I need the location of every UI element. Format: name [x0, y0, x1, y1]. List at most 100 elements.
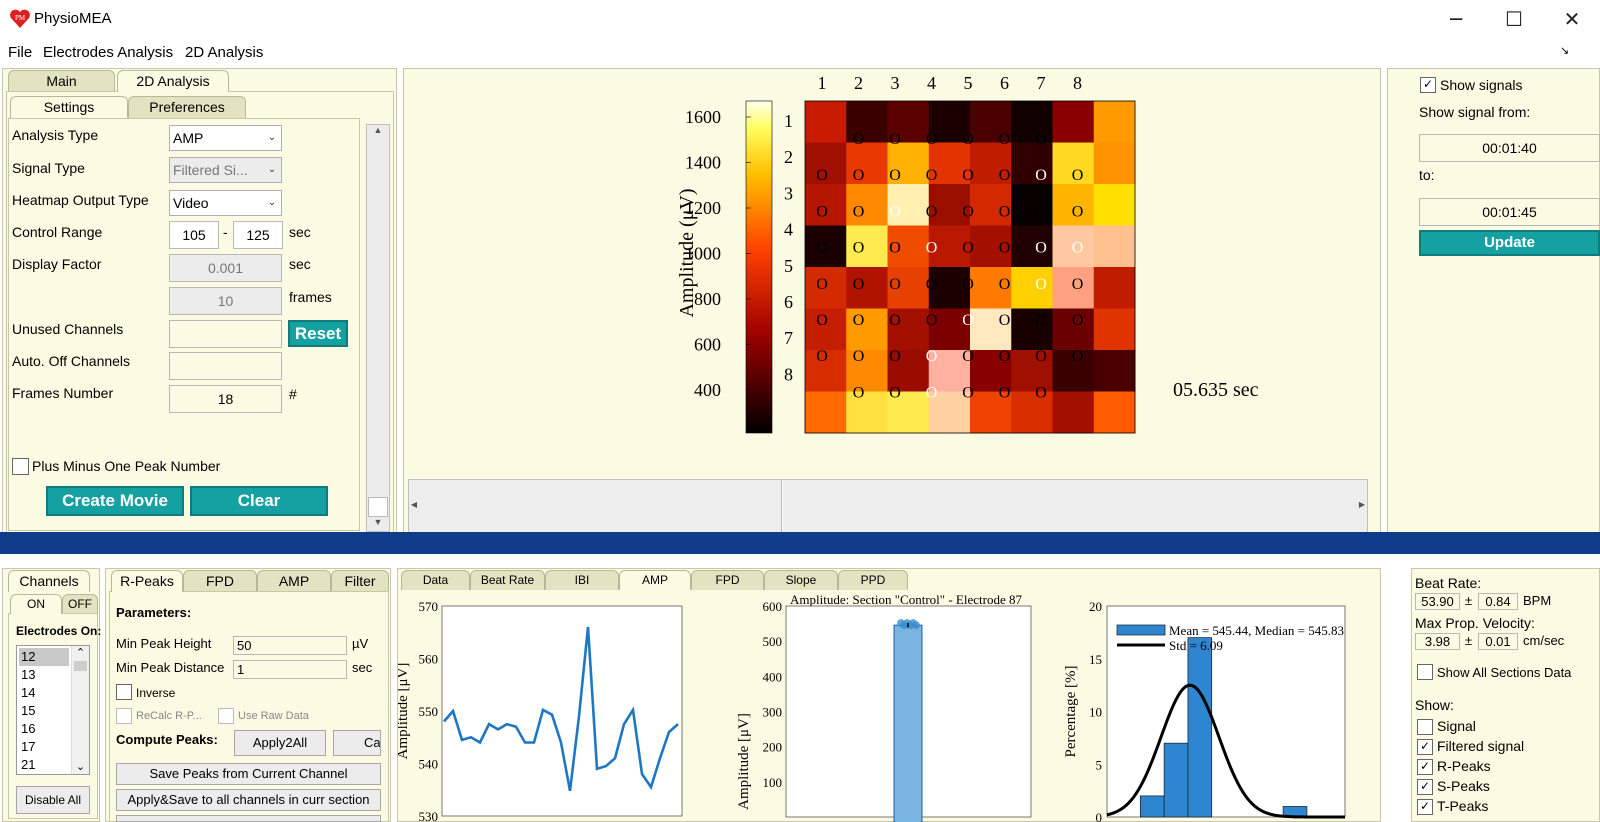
menu-file[interactable]: File: [8, 44, 33, 61]
heatmap-cell: [805, 308, 847, 351]
tab-filter[interactable]: Filter: [331, 570, 389, 592]
electrode-marker: O: [999, 203, 1011, 220]
settings-scrollbar[interactable]: ▲ ▼: [366, 124, 390, 532]
electrode-marker: O: [1072, 276, 1084, 293]
chevron-down-icon[interactable]: ⌄: [75, 761, 86, 773]
show-all-checkbox[interactable]: [1417, 664, 1433, 680]
electrode-list-item[interactable]: 13: [21, 667, 36, 682]
heatmap-cell: [846, 308, 888, 351]
column-label: 1: [818, 73, 827, 93]
electrode-marker: O: [1035, 240, 1047, 257]
min-peak-distance-field[interactable]: 1: [233, 660, 347, 679]
heatmap-cell: [928, 101, 971, 143]
electrode-marker: O: [962, 203, 974, 220]
tab-analysis-slope[interactable]: Slope: [764, 570, 838, 590]
tab-on[interactable]: ON: [10, 594, 62, 614]
heatmap-output-select[interactable]: Video ⌄: [169, 190, 282, 216]
frames-number-field[interactable]: 18: [169, 385, 282, 413]
tab-fpd[interactable]: FPD: [183, 570, 257, 592]
app-logo-icon: PM: [10, 9, 30, 28]
show-t-peaks-checkbox[interactable]: ✓: [1417, 799, 1433, 815]
show-s-peaks-checkbox[interactable]: ✓: [1417, 779, 1433, 795]
close-button[interactable]: ✕: [1563, 7, 1581, 31]
inverse-checkbox[interactable]: [116, 684, 132, 700]
tab-analysis-data[interactable]: Data: [401, 570, 470, 590]
extra-button[interactable]: [116, 815, 381, 822]
tab-channels[interactable]: Channels: [8, 570, 90, 592]
control-range-from[interactable]: 105: [169, 221, 219, 249]
electrode-list-item[interactable]: 12: [19, 648, 69, 666]
control-range-to[interactable]: 125: [233, 221, 283, 249]
heatmap-cell: [970, 267, 1012, 309]
chevron-up-icon[interactable]: ⌃: [75, 647, 86, 659]
scroll-up-icon[interactable]: ▲: [373, 125, 383, 135]
tab-analysis-beat-rate[interactable]: Beat Rate: [470, 570, 545, 590]
apply2all-button[interactable]: Apply2All: [234, 730, 326, 756]
scroll-left-icon[interactable]: ◀: [410, 500, 418, 509]
maximize-button[interactable]: ☐: [1505, 7, 1523, 31]
unused-channels-field[interactable]: [169, 320, 282, 348]
scroll-thumb[interactable]: [368, 497, 388, 517]
update-button[interactable]: Update: [1419, 230, 1600, 256]
tab-analysis-fpd[interactable]: FPD: [691, 570, 764, 590]
tab-analysis-ppd[interactable]: PPD: [838, 570, 908, 590]
electrode-list-item[interactable]: 15: [21, 703, 36, 718]
tab-amp[interactable]: AMP: [257, 570, 331, 592]
max-prop-label: Max Prop. Velocity:: [1415, 615, 1535, 631]
tab-off[interactable]: OFF: [62, 594, 98, 614]
create-movie-button[interactable]: Create Movie: [46, 486, 184, 516]
disable-all-button[interactable]: Disable All: [16, 786, 90, 814]
ca-button[interactable]: Ca: [333, 730, 381, 756]
menu-2d-analysis[interactable]: 2D Analysis: [185, 44, 264, 61]
heatmap-cell: [1011, 391, 1053, 434]
save-peaks-button[interactable]: Save Peaks from Current Channel: [116, 763, 381, 785]
analysis-type-select[interactable]: AMP ⌄: [169, 125, 282, 151]
show-signals-checkbox[interactable]: ✓: [1420, 77, 1436, 93]
heatmap-cell: [928, 308, 971, 351]
heatmap-cell: [928, 350, 971, 392]
auto-off-label: Auto. Off Channels: [12, 353, 131, 369]
tab-analysis-ibi[interactable]: IBI: [545, 570, 619, 590]
auto-off-field[interactable]: [169, 352, 282, 380]
tab-r-peaks[interactable]: R-Peaks: [111, 570, 183, 592]
electrode-list-item[interactable]: 14: [21, 685, 36, 700]
show-filtered-signal-checkbox[interactable]: ✓: [1417, 739, 1433, 755]
from-time-field[interactable]: 00:01:40: [1419, 134, 1600, 162]
electrode-marker: O: [1072, 167, 1084, 184]
electrodes-on-label: Electrodes On:: [16, 624, 102, 638]
heatmap-output-value: Video: [173, 195, 209, 211]
chevron-down-icon: ⌄: [267, 164, 277, 175]
apply-save-button[interactable]: Apply&Save to all channels in curr secti…: [116, 789, 381, 811]
time-scrollbar[interactable]: ◀ ▶: [408, 479, 1368, 533]
to-time-field[interactable]: 00:01:45: [1419, 198, 1600, 226]
electrode-marker: O: [889, 203, 901, 220]
menu-electrodes-analysis[interactable]: Electrodes Analysis: [43, 44, 174, 61]
min-peak-height-field[interactable]: 50: [233, 636, 347, 655]
scroll-thumb[interactable]: [74, 661, 87, 671]
tab-main[interactable]: Main: [8, 70, 115, 92]
y-tick-label: 0: [1096, 810, 1103, 822]
scroll-right-icon[interactable]: ▶: [1358, 500, 1366, 509]
use-raw-checkbox: [218, 708, 234, 724]
tab-analysis-amp[interactable]: AMP: [619, 570, 691, 590]
electrode-marker: O: [999, 312, 1011, 329]
tab-settings[interactable]: Settings: [10, 96, 128, 118]
reset-button[interactable]: Reset: [288, 320, 348, 347]
minimize-button[interactable]: ─: [1449, 7, 1463, 31]
tab-2d-analysis[interactable]: 2D Analysis: [117, 70, 229, 92]
plus-minus-checkbox[interactable]: [12, 458, 29, 475]
electrode-marker: O: [962, 312, 974, 329]
electrode-list-item[interactable]: 21: [21, 757, 36, 772]
time-scroll-thumb[interactable]: [781, 480, 783, 532]
electrodes-scrollbar[interactable]: ⌃ ⌄: [71, 646, 89, 774]
tab-preferences[interactable]: Preferences: [128, 96, 246, 118]
electrode-marker: O: [1072, 348, 1084, 365]
electrode-list-item[interactable]: 16: [21, 721, 36, 736]
show-signal-checkbox[interactable]: [1417, 719, 1433, 735]
electrode-list-item[interactable]: 17: [21, 739, 36, 754]
electrodes-list[interactable]: 12 13 14 15 16 17 21 ⌃ ⌄: [16, 645, 90, 775]
clear-button[interactable]: Clear: [190, 486, 328, 516]
scroll-down-icon[interactable]: ▼: [373, 517, 383, 527]
show-r-peaks-checkbox[interactable]: ✓: [1417, 759, 1433, 775]
y-tick-label: 200: [763, 740, 783, 755]
